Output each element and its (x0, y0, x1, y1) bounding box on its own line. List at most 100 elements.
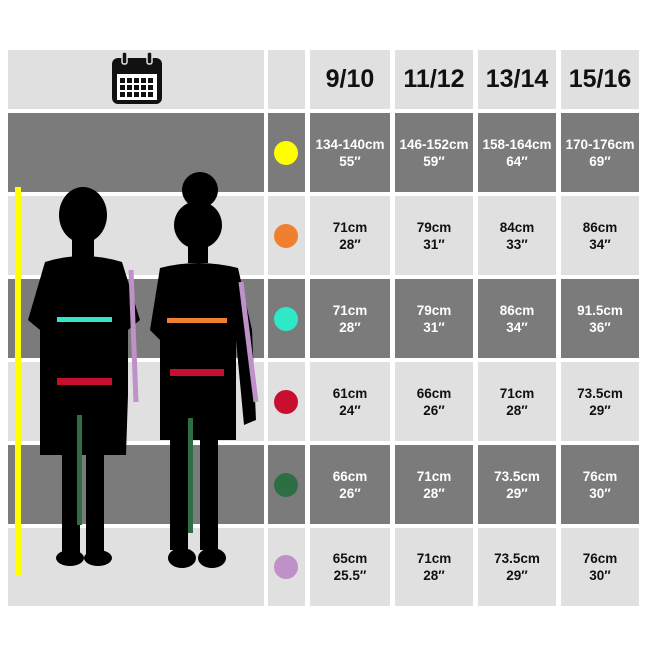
chest-line-boy (57, 317, 112, 322)
cm-value: 76cm (582, 468, 618, 484)
table-cell: 91.5cm 36″ (561, 279, 639, 358)
inseam-line-girl (188, 418, 193, 533)
inch-value: 29″ (589, 402, 611, 418)
inseam-line-boy (77, 415, 82, 525)
cm-value: 91.5cm (577, 302, 623, 318)
table-cell: 76cm 30″ (561, 445, 639, 524)
measure-dot-cell (268, 528, 305, 606)
cm-value: 65cm (332, 551, 368, 566)
inch-value: 31″ (423, 236, 445, 252)
inch-value: 29″ (506, 568, 528, 583)
height-measure-line (15, 187, 21, 575)
cm-value: 86cm (499, 302, 535, 318)
waist-line-boy (57, 378, 112, 385)
inch-value: 28″ (423, 485, 445, 501)
inch-value: 28″ (423, 568, 445, 583)
cm-value: 170-176cm (565, 136, 635, 152)
cm-value: 73.5cm (494, 551, 540, 566)
table-cell: 79cm 31″ (395, 196, 473, 275)
cm-value: 79cm (416, 302, 452, 318)
cm-value: 158-164cm (482, 136, 552, 152)
table-cell: 158-164cm 64″ (478, 113, 556, 192)
inch-value: 25.5″ (333, 568, 367, 583)
cm-value: 71cm (499, 385, 535, 401)
inch-value: 30″ (589, 485, 611, 501)
table-cell: 73.5cm 29″ (478, 528, 556, 606)
table-cell: 71cm 28″ (310, 196, 390, 275)
inch-value: 31″ (423, 319, 445, 335)
cm-value: 73.5cm (577, 385, 623, 401)
left-row-band (8, 528, 264, 606)
cm-value: 71cm (332, 302, 368, 318)
measure-dot-cell (268, 113, 305, 192)
table-cell: 86cm 34″ (478, 279, 556, 358)
measure-color-dot (274, 140, 298, 165)
cm-value: 86cm (582, 219, 618, 235)
table-cell: 66cm 26″ (395, 362, 473, 441)
cm-value: 134-140cm (315, 136, 385, 152)
table-cell: 84cm 33″ (478, 196, 556, 275)
inch-value: 29″ (506, 485, 528, 501)
inch-value: 28″ (339, 236, 361, 252)
waist-line-girl (170, 369, 224, 376)
measure-color-dot (274, 306, 298, 331)
table-cell: 66cm 26″ (310, 445, 390, 524)
inch-value: 36″ (589, 319, 611, 335)
inch-value: 69″ (589, 153, 611, 169)
chest-line-girl (167, 318, 227, 323)
sleeve-line-girl (238, 281, 259, 403)
cm-value: 79cm (416, 219, 452, 235)
header-dot-cell (268, 50, 305, 109)
left-row-band (8, 445, 264, 524)
girl-silhouette (150, 172, 256, 568)
inch-value: 64″ (506, 153, 528, 169)
cm-value: 76cm (582, 551, 618, 566)
inch-value: 26″ (423, 402, 445, 418)
table-cell: 71cm 28″ (478, 362, 556, 441)
inch-value: 24″ (339, 402, 361, 418)
inch-value: 28″ (339, 319, 361, 335)
table-cell: 86cm 34″ (561, 196, 639, 275)
table-cell: 71cm 28″ (395, 445, 473, 524)
measure-color-dot (274, 223, 298, 248)
measure-dot-cell (268, 279, 305, 358)
column-header: 13/14 (478, 50, 556, 109)
inch-value: 30″ (589, 568, 611, 583)
table-cell: 65cm 25.5″ (310, 528, 390, 606)
cm-value: 71cm (416, 551, 452, 566)
boy-silhouette (28, 187, 140, 566)
measure-dot-cell (268, 445, 305, 524)
left-row-band (8, 113, 264, 192)
table-cell: 146-152cm 59″ (395, 113, 473, 192)
table-cell: 76cm 30″ (561, 528, 639, 606)
calendar-icon (112, 51, 162, 104)
table-cell: 73.5cm 29″ (478, 445, 556, 524)
column-header: 15/16 (561, 50, 639, 109)
cm-value: 84cm (499, 219, 535, 235)
cm-value: 61cm (332, 385, 368, 401)
measure-color-dot (274, 389, 298, 414)
cm-value: 71cm (416, 468, 452, 484)
inch-value: 59″ (423, 153, 445, 169)
table-cell: 71cm 28″ (310, 279, 390, 358)
table-cell: 170-176cm 69″ (561, 113, 639, 192)
inch-value: 33″ (506, 236, 528, 252)
inch-value: 34″ (506, 319, 528, 335)
table-cell: 79cm 31″ (395, 279, 473, 358)
cm-value: 66cm (332, 468, 368, 484)
cm-value: 71cm (332, 219, 368, 235)
table-cell: 134-140cm 55″ (310, 113, 390, 192)
inch-value: 55″ (339, 153, 361, 169)
measure-dot-cell (268, 196, 305, 275)
measure-color-dot (274, 555, 298, 579)
measure-dot-cell (268, 362, 305, 441)
inch-value: 26″ (339, 485, 361, 501)
inch-value: 34″ (589, 236, 611, 252)
measure-color-dot (274, 472, 298, 497)
cm-value: 146-152cm (399, 136, 469, 152)
table-cell: 73.5cm 29″ (561, 362, 639, 441)
table-cell: 71cm 28″ (395, 528, 473, 606)
column-header: 11/12 (395, 50, 473, 109)
